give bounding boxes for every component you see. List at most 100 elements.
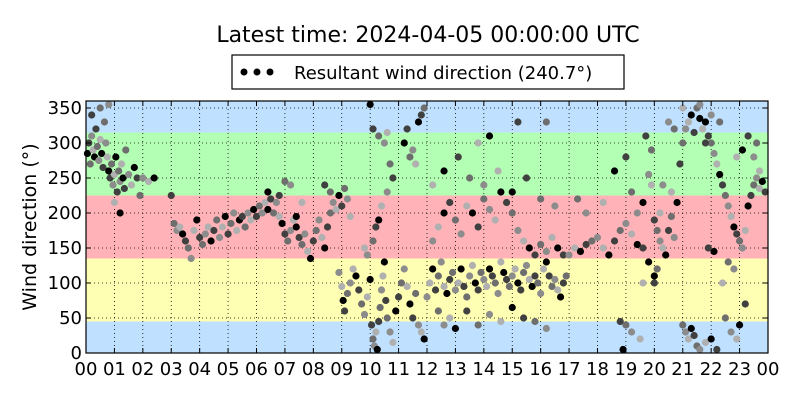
- data-point: [474, 286, 482, 294]
- data-point: [679, 104, 687, 112]
- data-point: [480, 275, 488, 284]
- data-point: [417, 111, 425, 119]
- x-tick-label: 20: [643, 359, 666, 380]
- data-point: [713, 345, 721, 354]
- data-point: [372, 223, 380, 231]
- data-point: [380, 139, 388, 147]
- data-point: [287, 226, 295, 235]
- data-point: [406, 153, 414, 161]
- data-point: [474, 223, 482, 231]
- data-point: [193, 216, 201, 224]
- data-point: [349, 265, 357, 273]
- data-point: [735, 321, 744, 329]
- data-point: [508, 188, 516, 196]
- data-point: [534, 279, 542, 287]
- x-tick-label: 15: [501, 359, 524, 380]
- data-point: [713, 160, 721, 168]
- data-point: [443, 289, 451, 298]
- data-point: [647, 181, 656, 189]
- data-point: [272, 198, 280, 207]
- data-point: [284, 237, 292, 245]
- data-point: [409, 146, 417, 154]
- data-point: [733, 153, 741, 161]
- data-point: [599, 198, 607, 207]
- data-point: [363, 293, 371, 301]
- data-point: [304, 247, 312, 256]
- data-point: [269, 209, 278, 217]
- data-point: [582, 209, 590, 217]
- data-point: [119, 174, 127, 182]
- data-point: [684, 118, 693, 126]
- x-tick-label: 07: [273, 359, 296, 380]
- data-point: [386, 160, 394, 168]
- data-point: [377, 286, 386, 294]
- x-tick-label: 16: [529, 359, 552, 380]
- data-point: [605, 251, 613, 259]
- x-tick-label: 01: [103, 359, 126, 380]
- data-point: [338, 202, 346, 210]
- data-point: [716, 170, 724, 179]
- data-point: [96, 104, 104, 112]
- data-point: [340, 184, 349, 193]
- data-point: [315, 216, 323, 224]
- data-point: [514, 279, 522, 287]
- y-tick-label: 100: [48, 273, 82, 294]
- data-point: [645, 170, 653, 179]
- data-point: [281, 177, 289, 186]
- data-point: [662, 251, 670, 259]
- data-point: [724, 202, 732, 210]
- data-point: [721, 314, 729, 322]
- data-point: [213, 216, 221, 224]
- data-point: [741, 300, 749, 308]
- data-point: [88, 132, 96, 140]
- x-tick-label: 02: [131, 359, 154, 380]
- data-point: [454, 153, 462, 161]
- data-point: [619, 345, 627, 354]
- data-points: [83, 100, 769, 354]
- data-point: [664, 118, 673, 126]
- x-tick-label: 06: [245, 359, 268, 380]
- data-point: [100, 118, 109, 126]
- data-point: [318, 233, 326, 242]
- data-point: [659, 181, 667, 189]
- data-point: [753, 139, 761, 147]
- data-point: [466, 174, 474, 182]
- data-point: [676, 160, 684, 168]
- data-point: [335, 191, 343, 200]
- data-point: [707, 111, 715, 119]
- x-tick-label: 12: [416, 359, 439, 380]
- data-point: [687, 324, 695, 333]
- data-point: [389, 338, 397, 347]
- data-point: [451, 324, 460, 333]
- data-point: [721, 191, 729, 200]
- data-point: [628, 188, 636, 196]
- data-point: [522, 174, 531, 182]
- data-point: [696, 114, 704, 123]
- data-point: [508, 303, 516, 312]
- data-point: [741, 226, 749, 235]
- data-point: [554, 244, 562, 252]
- x-tick-label: 18: [586, 359, 609, 380]
- data-point: [673, 198, 681, 207]
- data-point: [622, 153, 630, 161]
- data-point: [144, 177, 153, 186]
- data-point: [542, 324, 550, 333]
- data-point: [127, 181, 136, 189]
- data-point: [210, 226, 218, 235]
- data-point: [250, 205, 258, 214]
- data-point: [520, 268, 528, 277]
- data-point: [574, 195, 582, 203]
- data-point: [738, 244, 747, 252]
- data-point: [340, 307, 349, 315]
- data-point: [181, 237, 190, 245]
- data-point: [511, 265, 519, 273]
- data-point: [735, 237, 744, 245]
- data-point: [187, 254, 195, 263]
- data-point: [653, 265, 661, 273]
- data-point: [448, 268, 457, 277]
- data-point: [531, 272, 539, 280]
- x-tick-label: 05: [217, 359, 240, 380]
- data-point: [403, 125, 411, 133]
- data-point: [426, 279, 434, 287]
- data-point: [451, 216, 460, 224]
